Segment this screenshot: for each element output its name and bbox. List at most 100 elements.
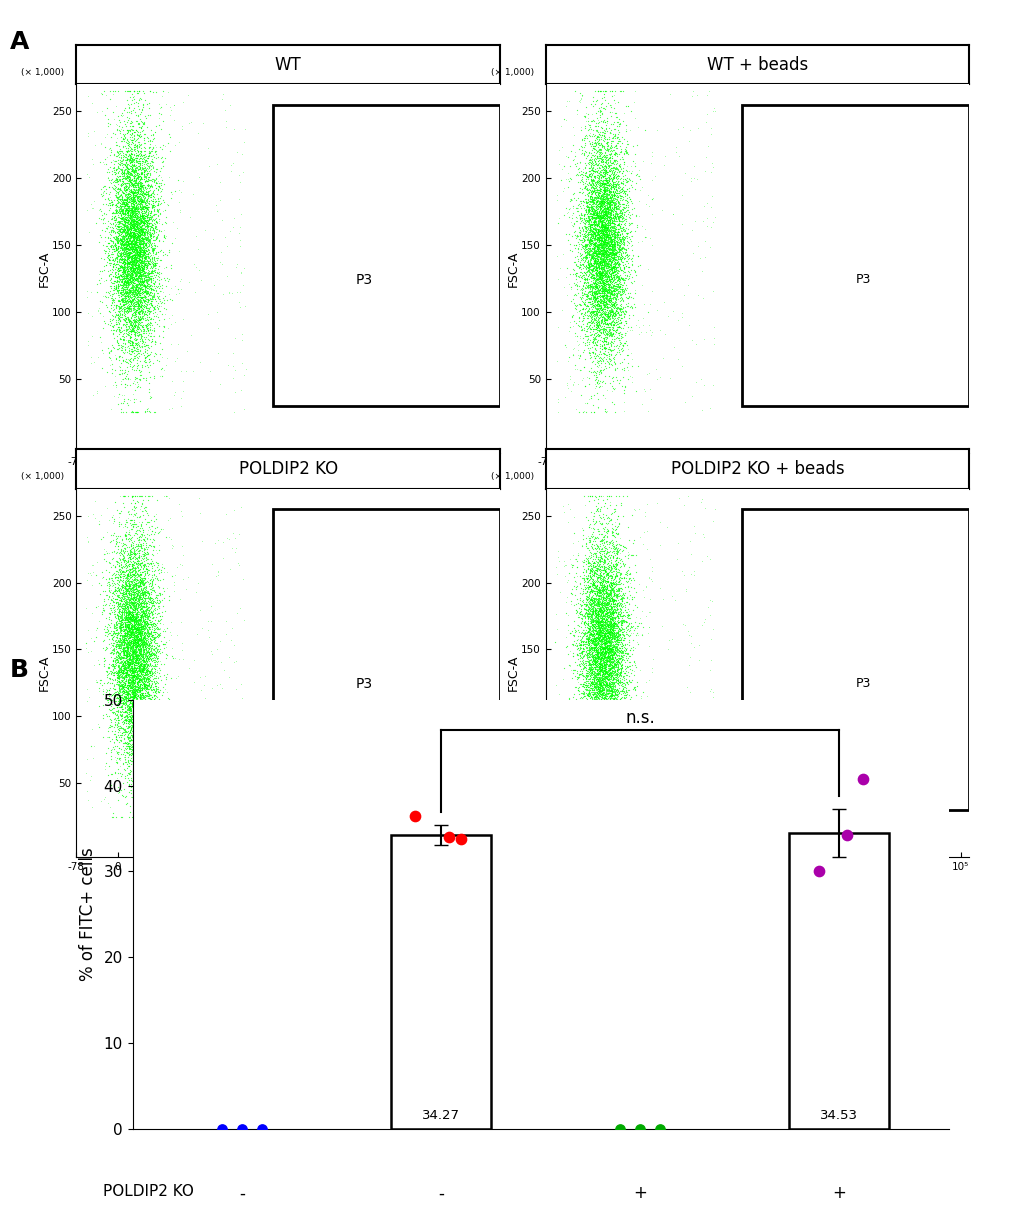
Point	[805, 151, 821, 170]
Point	[594, 235, 610, 255]
Point	[150, 667, 166, 687]
Point	[855, 377, 871, 396]
Point	[864, 348, 880, 367]
Point	[792, 188, 808, 208]
Point	[856, 710, 872, 729]
Point	[804, 616, 820, 635]
Point	[592, 605, 608, 624]
Point	[868, 795, 884, 815]
Point	[933, 378, 950, 397]
Point	[609, 682, 626, 701]
Point	[780, 337, 796, 356]
Point	[125, 223, 142, 243]
Point	[572, 602, 588, 622]
Point	[794, 753, 810, 772]
Point	[110, 624, 126, 643]
Point	[121, 655, 138, 675]
Point	[130, 640, 147, 659]
Point	[861, 529, 877, 548]
Point	[856, 99, 872, 118]
Point	[602, 612, 619, 631]
Point	[803, 712, 819, 731]
Point	[588, 612, 604, 631]
Point	[797, 533, 813, 553]
Point	[799, 375, 815, 395]
Point	[146, 620, 162, 640]
Point	[119, 672, 136, 692]
Point	[119, 221, 136, 240]
Point	[788, 681, 804, 700]
Point	[102, 661, 118, 681]
Point	[635, 698, 651, 717]
Point	[585, 252, 601, 272]
Point	[605, 648, 622, 667]
Point	[839, 508, 855, 527]
Point	[605, 186, 622, 205]
Point	[786, 325, 802, 344]
Point	[136, 670, 152, 689]
Point	[101, 344, 117, 363]
Point	[801, 152, 817, 171]
Point	[844, 261, 860, 280]
Point	[116, 538, 132, 558]
Point	[611, 276, 628, 296]
Point	[808, 628, 824, 647]
Point	[839, 544, 855, 564]
Point	[591, 296, 607, 315]
Point	[937, 561, 954, 581]
Point	[596, 292, 612, 311]
Point	[845, 631, 861, 651]
Point	[138, 211, 154, 231]
Point	[592, 246, 608, 266]
Point	[852, 185, 868, 204]
Point	[783, 247, 799, 267]
Point	[798, 536, 814, 555]
Point	[871, 753, 888, 772]
Point	[583, 647, 599, 666]
Point	[616, 243, 633, 262]
Point	[827, 643, 844, 663]
Point	[862, 148, 878, 168]
Point	[129, 665, 146, 684]
Point	[851, 129, 867, 148]
Point	[129, 310, 146, 330]
Point	[581, 192, 597, 211]
Point	[126, 198, 143, 217]
Point	[794, 616, 810, 635]
Point	[568, 600, 584, 619]
Point	[108, 202, 124, 221]
Point	[118, 238, 135, 257]
Point	[609, 220, 626, 239]
Point	[794, 721, 810, 740]
Point	[125, 127, 142, 146]
Point	[792, 287, 808, 307]
Point	[611, 620, 628, 640]
Point	[927, 169, 944, 188]
Point	[800, 158, 816, 177]
Point	[596, 604, 612, 623]
Point	[141, 705, 157, 724]
Point	[611, 648, 628, 667]
Point	[572, 704, 588, 723]
Point	[848, 330, 864, 349]
Point	[573, 205, 589, 225]
Point	[581, 182, 597, 202]
Point	[581, 585, 597, 605]
Point	[572, 605, 588, 624]
Point	[130, 643, 147, 663]
Point	[136, 678, 152, 698]
Point	[596, 588, 612, 607]
Point	[137, 282, 153, 302]
Point	[572, 661, 588, 681]
Point	[583, 654, 599, 674]
Point	[137, 497, 153, 517]
Point	[232, 263, 249, 282]
X-axis label: FITC-A: FITC-A	[737, 471, 776, 483]
Point	[601, 717, 618, 736]
Point	[795, 116, 811, 135]
Point	[112, 583, 128, 602]
Point	[591, 658, 607, 677]
Point	[848, 560, 864, 579]
Point	[875, 600, 892, 619]
Point	[618, 672, 634, 692]
